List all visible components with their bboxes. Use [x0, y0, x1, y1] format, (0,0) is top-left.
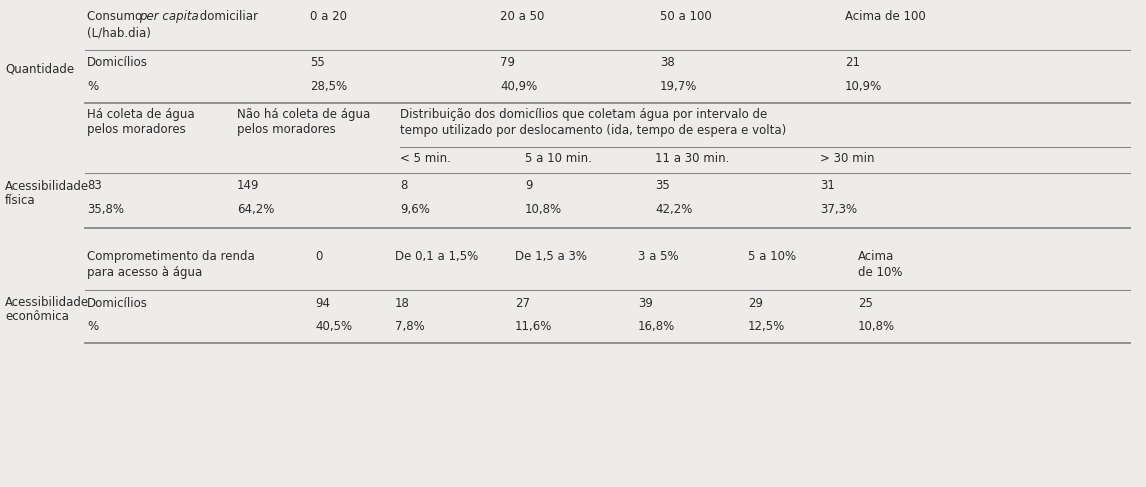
Text: 10,8%: 10,8%: [525, 203, 563, 216]
Text: 27: 27: [515, 297, 529, 310]
Text: Acima de 100: Acima de 100: [845, 10, 926, 23]
Text: 149: 149: [237, 179, 259, 192]
Text: %: %: [87, 320, 99, 333]
Text: 3 a 5%: 3 a 5%: [638, 250, 678, 263]
Text: 11,6%: 11,6%: [515, 320, 552, 333]
Text: para acesso à água: para acesso à água: [87, 266, 202, 279]
Text: 16,8%: 16,8%: [638, 320, 675, 333]
Text: 9,6%: 9,6%: [400, 203, 430, 216]
Text: 79: 79: [500, 56, 515, 69]
Text: < 5 min.: < 5 min.: [400, 152, 450, 165]
Text: Domicílios: Domicílios: [87, 297, 148, 310]
Text: 18: 18: [395, 297, 410, 310]
Text: 5 a 10 min.: 5 a 10 min.: [525, 152, 591, 165]
Text: Não há coleta de água
pelos moradores: Não há coleta de água pelos moradores: [237, 108, 370, 136]
Text: 7,8%: 7,8%: [395, 320, 425, 333]
Text: Comprometimento da renda: Comprometimento da renda: [87, 250, 254, 263]
Text: 42,2%: 42,2%: [656, 203, 692, 216]
Text: per capita: per capita: [139, 10, 198, 23]
Text: 0 a 20: 0 a 20: [311, 10, 347, 23]
Text: Distribuição dos domicílios que coletam água por intervalo de: Distribuição dos domicílios que coletam …: [400, 108, 768, 121]
Text: Acessibilidade
física: Acessibilidade física: [5, 180, 89, 207]
Text: %: %: [87, 80, 99, 93]
Text: 19,7%: 19,7%: [660, 80, 698, 93]
Text: 40,9%: 40,9%: [500, 80, 537, 93]
Text: 12,5%: 12,5%: [748, 320, 785, 333]
Text: 64,2%: 64,2%: [237, 203, 274, 216]
Text: De 0,1 a 1,5%: De 0,1 a 1,5%: [395, 250, 478, 263]
Text: > 30 min: > 30 min: [821, 152, 874, 165]
Text: De 1,5 a 3%: De 1,5 a 3%: [515, 250, 587, 263]
Text: 9: 9: [525, 179, 533, 192]
Text: 21: 21: [845, 56, 860, 69]
Text: 94: 94: [315, 297, 330, 310]
Text: de 10%: de 10%: [858, 266, 903, 279]
Text: 39: 39: [638, 297, 653, 310]
Text: domiciliar: domiciliar: [196, 10, 258, 23]
Text: 0: 0: [315, 250, 322, 263]
Text: 38: 38: [660, 56, 675, 69]
Text: 28,5%: 28,5%: [311, 80, 347, 93]
Text: 8: 8: [400, 179, 407, 192]
Text: (L/hab.dia): (L/hab.dia): [87, 26, 151, 39]
Text: 5 a 10%: 5 a 10%: [748, 250, 796, 263]
Text: Quantidade: Quantidade: [5, 63, 74, 76]
Text: Acessibilidade
econômica: Acessibilidade econômica: [5, 296, 89, 323]
Text: Domicílios: Domicílios: [87, 56, 148, 69]
Text: 11 a 30 min.: 11 a 30 min.: [656, 152, 729, 165]
Text: Há coleta de água
pelos moradores: Há coleta de água pelos moradores: [87, 108, 195, 136]
Text: 25: 25: [858, 297, 873, 310]
Text: 37,3%: 37,3%: [821, 203, 857, 216]
Text: 10,9%: 10,9%: [845, 80, 882, 93]
Text: 55: 55: [311, 56, 324, 69]
Text: 20 a 50: 20 a 50: [500, 10, 544, 23]
Text: 35: 35: [656, 179, 669, 192]
Text: 10,8%: 10,8%: [858, 320, 895, 333]
Text: 83: 83: [87, 179, 102, 192]
Text: 35,8%: 35,8%: [87, 203, 124, 216]
Text: Acima: Acima: [858, 250, 894, 263]
Text: 50 a 100: 50 a 100: [660, 10, 712, 23]
Text: 29: 29: [748, 297, 763, 310]
Text: 40,5%: 40,5%: [315, 320, 352, 333]
Text: tempo utilizado por deslocamento (ida, tempo de espera e volta): tempo utilizado por deslocamento (ida, t…: [400, 124, 786, 137]
Text: 31: 31: [821, 179, 835, 192]
Text: Consumo: Consumo: [87, 10, 146, 23]
